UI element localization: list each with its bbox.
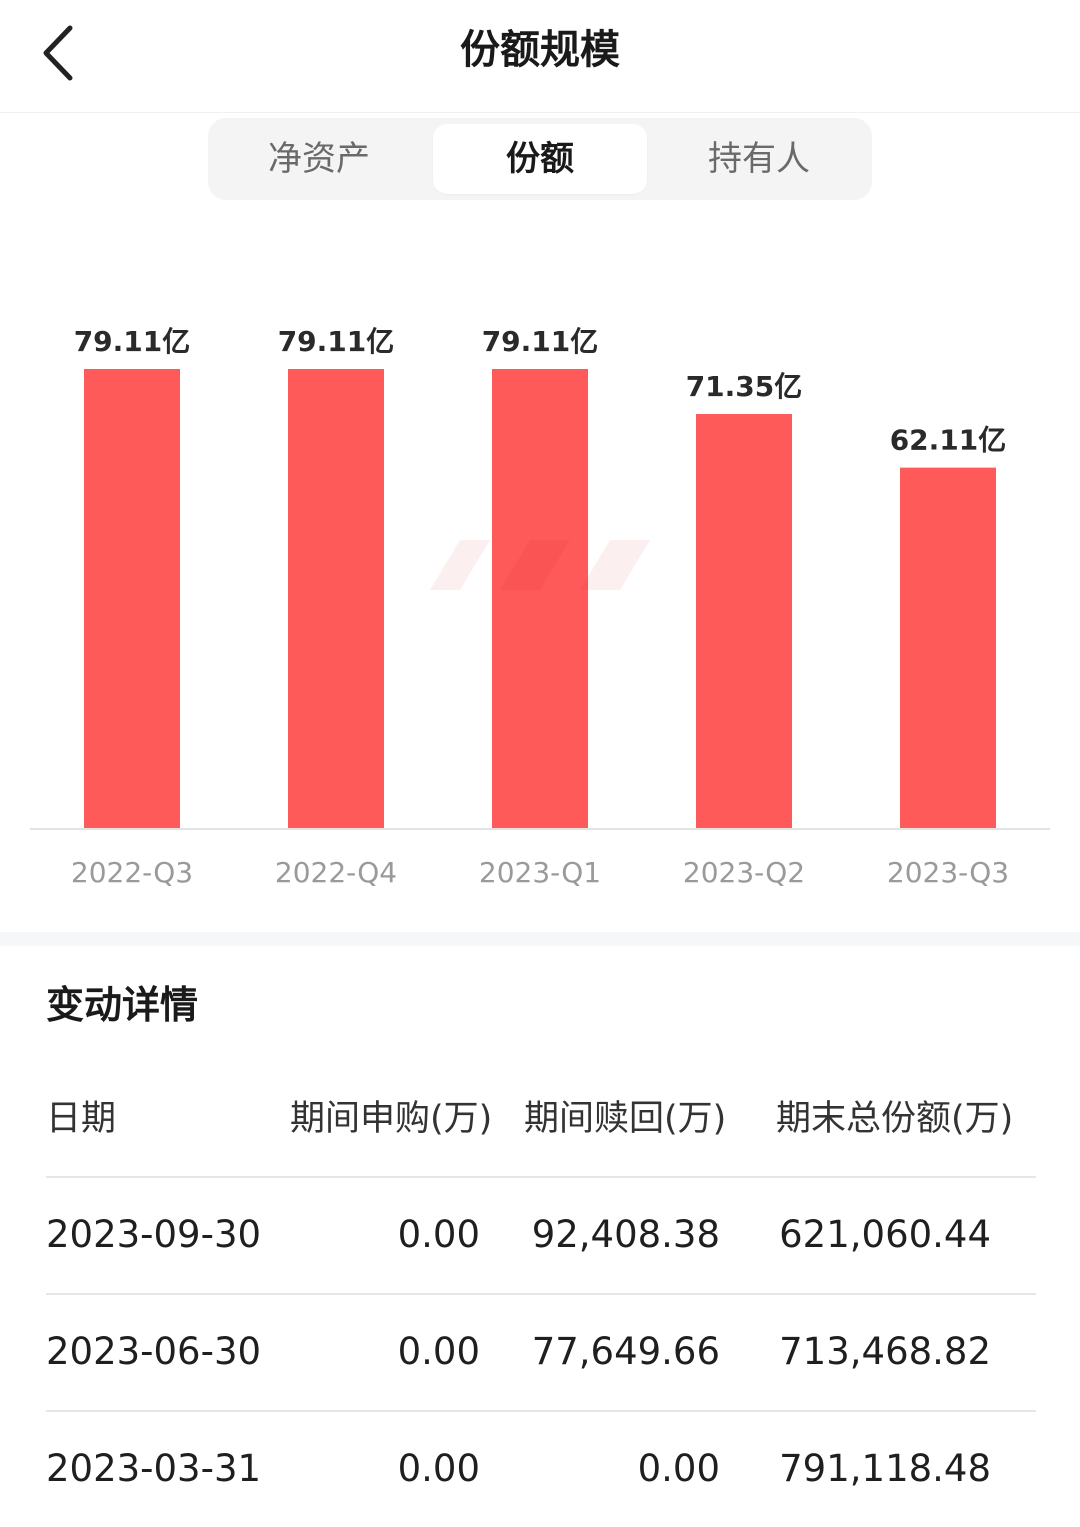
column-header-redemption: 期间赎回(万) <box>524 1099 727 1139</box>
page-title: 份额规模 <box>460 27 620 73</box>
chevron-left-icon <box>34 18 94 88</box>
cell-date: 2023-09-30 <box>46 1213 262 1256</box>
share-bar-chart: 79.11亿 2022-Q3 79.11亿 2022-Q4 79.11亿 2023-Q1 7… <box>0 260 1080 920</box>
chart-bar[interactable] <box>696 414 792 828</box>
details-table: 日期 期间申购(万) 期间赎回(万) 期末总份额(万) 2023-09-30 0… <box>46 1080 1036 1527</box>
bar-data-label: 71.35亿 <box>686 370 803 403</box>
cell-redemption: 0.00 <box>637 1447 720 1490</box>
column-header-date: 日期 <box>46 1099 117 1139</box>
cell-subscription: 0.00 <box>397 1330 480 1373</box>
x-tick-label: 2022-Q4 <box>275 856 397 889</box>
x-tick-label: 2023-Q1 <box>479 856 601 889</box>
segmented-tabs: 净资产 份额 持有人 <box>208 118 872 200</box>
cell-total: 713,468.82 <box>779 1330 991 1373</box>
chart-bar[interactable] <box>84 369 180 828</box>
tab-net-assets[interactable]: 净资产 <box>268 139 370 179</box>
bar-data-label: 79.11亿 <box>482 325 599 358</box>
section-divider <box>0 932 1080 946</box>
bar-data-label: 79.11亿 <box>278 325 395 358</box>
back-button[interactable] <box>34 18 94 88</box>
x-tick-label: 2022-Q3 <box>71 856 193 889</box>
column-header-total: 期末总份额(万) <box>776 1099 1014 1139</box>
column-header-subscription: 期间申购(万) <box>290 1099 493 1139</box>
cell-total: 791,118.48 <box>779 1447 991 1490</box>
cell-date: 2023-03-31 <box>46 1447 262 1490</box>
cell-subscription: 0.00 <box>397 1447 480 1490</box>
cell-date: 2023-06-30 <box>46 1330 262 1373</box>
cell-total: 621,060.44 <box>779 1213 991 1256</box>
cell-redemption: 92,408.38 <box>531 1213 720 1256</box>
chart-bar[interactable] <box>900 467 996 828</box>
bar-data-label: 79.11亿 <box>74 325 191 358</box>
chart-bar[interactable] <box>288 369 384 828</box>
details-title: 变动详情 <box>46 983 199 1027</box>
bar-data-label: 62.11亿 <box>890 424 1007 457</box>
table-row: 2023-03-31 0.00 0.00 791,118.48 <box>46 1412 1036 1527</box>
header: 份额规模 <box>0 0 1080 113</box>
chart-svg: 79.11亿 2022-Q3 79.11亿 2022-Q4 79.11亿 2023-Q1 7… <box>30 325 1050 889</box>
cell-redemption: 77,649.66 <box>531 1330 720 1373</box>
x-tick-label: 2023-Q2 <box>683 856 805 889</box>
table-row: 2023-06-30 0.00 77,649.66 713,468.82 <box>46 1295 1036 1412</box>
chart-bar[interactable] <box>492 369 588 828</box>
watermark-logo <box>420 520 660 610</box>
x-tick-label: 2023-Q3 <box>887 856 1009 889</box>
tab-holders[interactable]: 持有人 <box>708 139 810 179</box>
tab-shares[interactable]: 份额 <box>433 124 647 194</box>
cell-subscription: 0.00 <box>397 1213 480 1256</box>
table-row: 2023-09-30 0.00 92,408.38 621,060.44 <box>46 1178 1036 1295</box>
table-header: 日期 期间申购(万) 期间赎回(万) 期末总份额(万) <box>46 1080 1036 1178</box>
